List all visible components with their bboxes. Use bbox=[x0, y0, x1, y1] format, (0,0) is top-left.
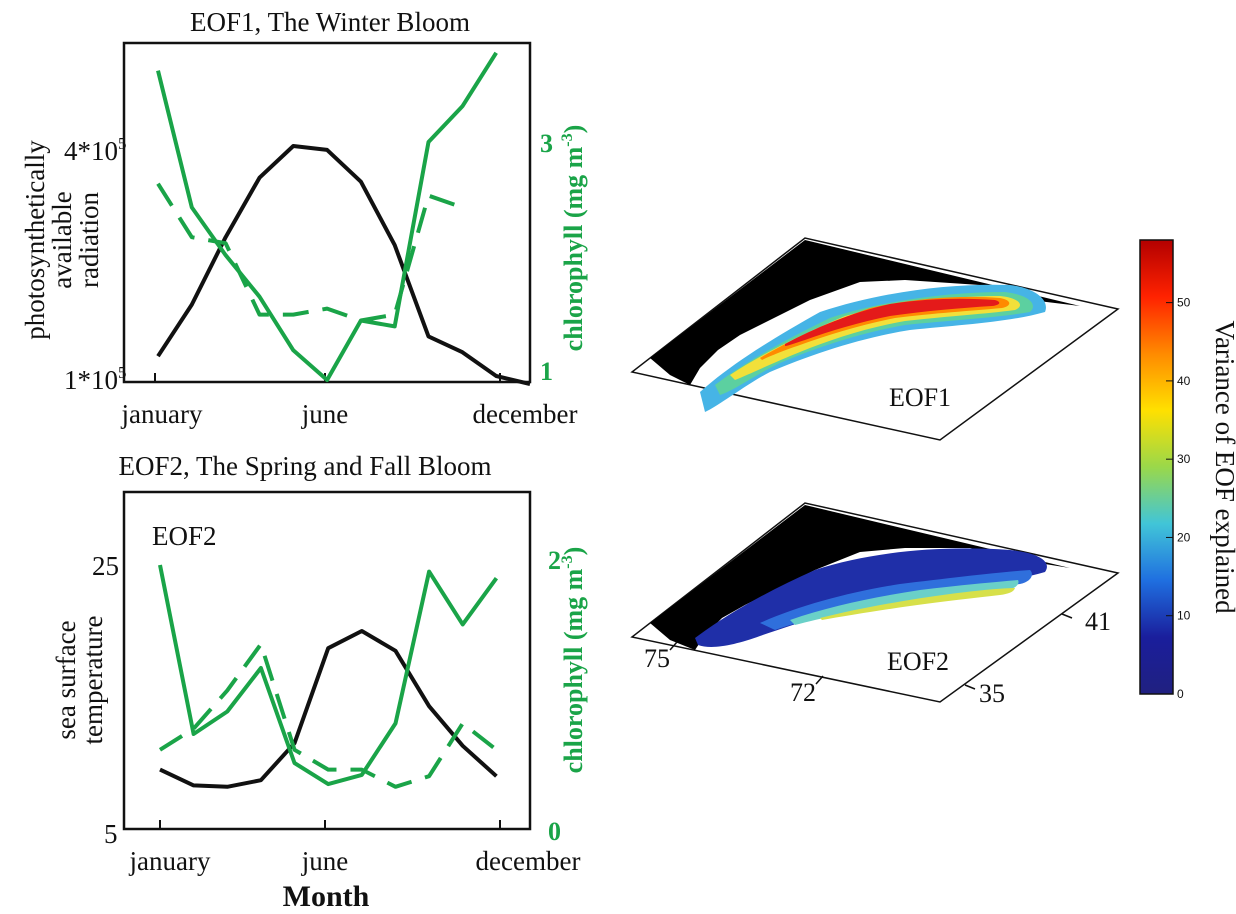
eof2-right-axis-label: chlorophyll (mg m-3) bbox=[559, 547, 588, 774]
colorbar-ticks: 50 40 30 20 10 0 bbox=[1166, 296, 1191, 701]
eof2-lat-tick-35 bbox=[964, 684, 976, 690]
eof1-right-axis-label: chlorophyll (mg m-3) bbox=[559, 125, 588, 352]
eof2-lat-label-35: 35 bbox=[979, 679, 1005, 708]
eof2-series-right-dashed-green-line bbox=[158, 642, 498, 789]
eof2-map-label: EOF2 bbox=[887, 647, 949, 676]
eof1-plot-frame bbox=[122, 41, 532, 384]
eof2-left-axis-label: sea surface temperature bbox=[51, 616, 108, 745]
eof2-lon-label-75: 75 bbox=[644, 644, 670, 673]
eof2-lat-label-41: 41 bbox=[1085, 607, 1111, 636]
eof2-x-label-june: june bbox=[301, 846, 349, 876]
eof1-x-label-january: january bbox=[121, 399, 203, 429]
colorbar-tick-label-40: 40 bbox=[1177, 374, 1191, 388]
colorbar-tick-label-50: 50 bbox=[1177, 296, 1191, 310]
eof2-x-axis-title: Month bbox=[283, 880, 370, 913]
eof1-left-axis-label: photosynthetically available radiation bbox=[20, 140, 104, 340]
eof2-right-tick-top: 2 bbox=[548, 546, 561, 575]
eof2-map: EOF2 75 72 41 35 bbox=[630, 502, 1120, 708]
eof1-right-tick-top: 3 bbox=[540, 129, 553, 158]
eof2-map-land bbox=[650, 505, 1070, 650]
eof2-x-label-december: december bbox=[476, 846, 581, 876]
eof2-lon-label-72: 72 bbox=[790, 678, 816, 707]
svg-text:sea surface: sea surface bbox=[51, 620, 81, 739]
svg-text:Variance of EOF explained: Variance of EOF explained bbox=[1210, 320, 1236, 614]
eof1-map-bloom bbox=[700, 284, 1046, 412]
eof2-lon-tick-72 bbox=[815, 675, 824, 685]
eof1-left-tick-top: 4*105 bbox=[64, 134, 127, 166]
eof2-plot-frame bbox=[122, 490, 532, 831]
eof2-series-right-solid-green-line bbox=[158, 564, 499, 787]
colorbar-bar bbox=[1139, 239, 1174, 695]
svg-text:chlorophyll (mg m-3): chlorophyll (mg m-3) bbox=[559, 547, 588, 774]
colorbar-tick-label-0: 0 bbox=[1177, 687, 1184, 701]
eof1-series-right-dashed-green-line bbox=[156, 182, 464, 323]
eof2-series-group bbox=[158, 564, 499, 789]
eof1-x-label-june: june bbox=[301, 399, 349, 429]
eof1-series-group bbox=[156, 51, 531, 386]
svg-text:photosynthetically: photosynthetically bbox=[20, 140, 50, 340]
eof2-lon-tick-75 bbox=[669, 641, 678, 651]
eof2-left-tick-bottom: 5 bbox=[104, 819, 118, 849]
eof1-x-label-december: december bbox=[473, 399, 578, 429]
eof1-series-right-solid-green-line bbox=[156, 51, 498, 382]
colorbar: 50 40 30 20 10 0 Variance of EOF explained bbox=[1139, 239, 1236, 701]
eof2-chart-title: EOF2, The Spring and Fall Bloom bbox=[118, 451, 491, 481]
svg-text:available: available bbox=[47, 191, 77, 288]
eof2-left-tick-top: 25 bbox=[92, 551, 119, 581]
eof1-map: EOF1 bbox=[630, 237, 1120, 441]
eof2-lat-tick-41 bbox=[1061, 613, 1073, 619]
eof1-chart: EOF1, The Winter Bloom january june dece… bbox=[20, 7, 588, 429]
eof2-series-left-solid-black-line bbox=[159, 629, 498, 789]
svg-text:temperature: temperature bbox=[78, 616, 108, 745]
eof2-chart: EOF2, The Spring and Fall Bloom EOF2 jan… bbox=[51, 451, 588, 913]
eof2-x-label-january: january bbox=[129, 846, 211, 876]
eof1-map-label: EOF1 bbox=[889, 383, 951, 412]
eof1-right-tick-bottom: 1 bbox=[540, 357, 553, 386]
eof2-annotation: EOF2 bbox=[152, 521, 217, 551]
colorbar-label: Variance of EOF explained bbox=[1210, 320, 1236, 614]
eof1-chart-title: EOF1, The Winter Bloom bbox=[190, 7, 470, 37]
colorbar-tick-label-10: 10 bbox=[1177, 609, 1191, 623]
colorbar-tick-label-30: 30 bbox=[1177, 452, 1191, 466]
svg-text:radiation: radiation bbox=[74, 192, 104, 288]
eof1-map-land bbox=[650, 240, 1080, 385]
eof2-right-tick-bottom: 0 bbox=[548, 817, 561, 846]
svg-text:chlorophyll (mg m-3): chlorophyll (mg m-3) bbox=[559, 125, 588, 352]
colorbar-tick-label-20: 20 bbox=[1177, 530, 1191, 544]
eof2-map-bloom bbox=[695, 548, 1047, 647]
eof1-left-tick-bottom: 1*105 bbox=[64, 363, 127, 395]
